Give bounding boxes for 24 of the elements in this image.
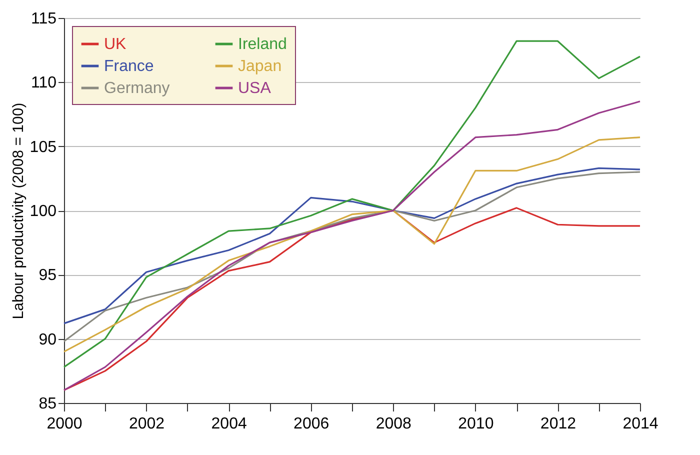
x-tick-label: 2008	[376, 416, 412, 432]
x-tick-label: 2010	[458, 416, 494, 432]
legend-label: UK	[104, 36, 127, 53]
legend-label: Japan	[238, 58, 282, 75]
line-series	[63, 136, 641, 352]
x-tick-label: 2006	[294, 416, 330, 432]
legend-label: Germany	[104, 80, 170, 97]
legend-label: France	[104, 58, 154, 75]
legend-label: Ireland	[238, 36, 287, 53]
line-series	[63, 100, 641, 391]
y-tick-label: 105	[30, 138, 57, 156]
y-tick-label: 115	[30, 10, 57, 28]
x-tick-label: 2000	[46, 416, 82, 432]
x-tick-label: 2012	[540, 416, 576, 432]
y-tick-label: 100	[30, 203, 57, 220]
y-tick-label: 90	[38, 331, 57, 348]
legend-label: USA	[238, 80, 272, 97]
x-tick-label: 2002	[128, 416, 165, 432]
y-axis-title: Labour productivity (2008 = 100)	[10, 102, 27, 320]
x-tick-label: 2014	[622, 416, 658, 432]
y-tick-label: 85	[38, 396, 57, 412]
x-tick-label: 2004	[211, 416, 247, 432]
y-tick-label: 95	[38, 267, 57, 284]
y-tick-label: 110	[30, 74, 57, 92]
